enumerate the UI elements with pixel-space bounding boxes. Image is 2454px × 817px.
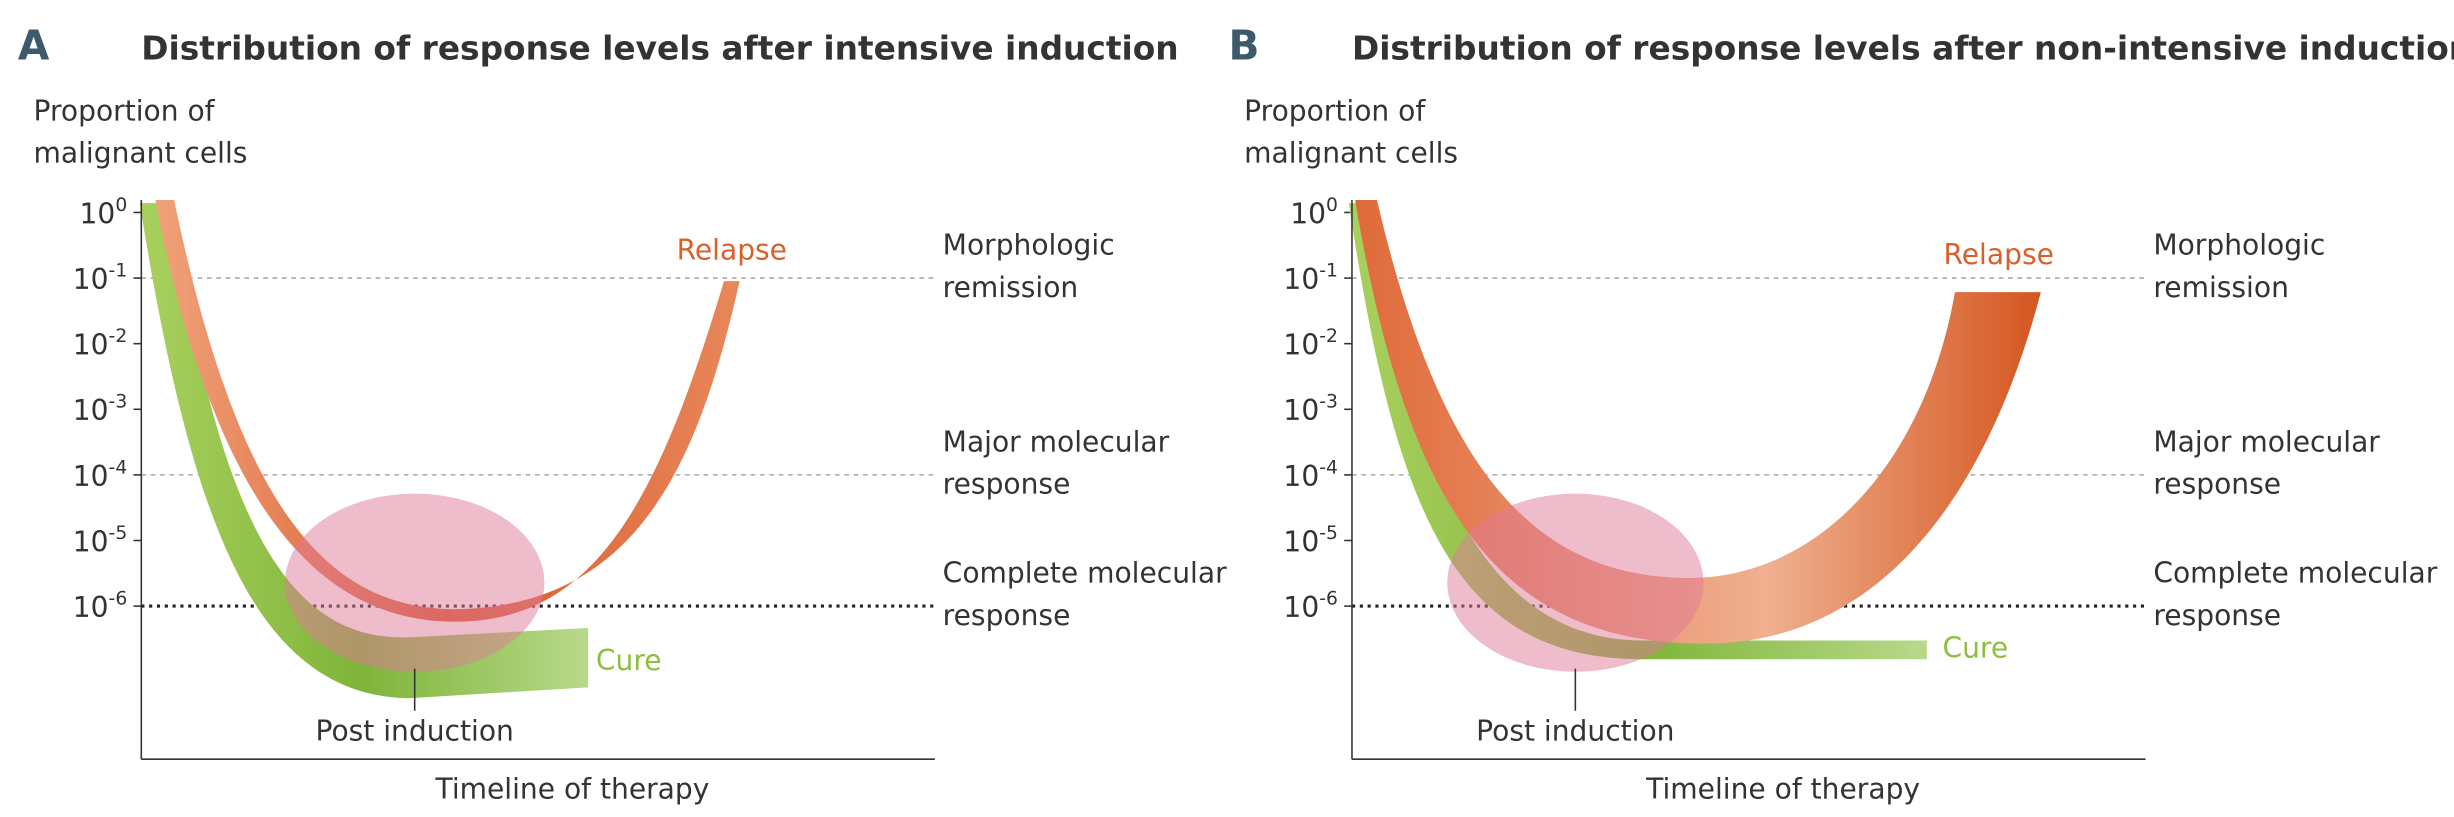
y-axis-label: malignant cells xyxy=(1244,136,1458,169)
threshold-label: Morphologic xyxy=(943,229,1115,262)
tick-base: 10 xyxy=(1283,263,1319,296)
y-tick-label: 10-1 xyxy=(1283,260,1337,295)
tick-base: 10 xyxy=(1283,329,1319,362)
tick-exp: -4 xyxy=(1319,457,1338,478)
tick-base: 10 xyxy=(73,591,109,624)
threshold-label: Complete molecular xyxy=(2153,557,2437,590)
threshold-label: remission xyxy=(943,271,1079,304)
cure-band xyxy=(139,203,589,699)
tick-exp: -2 xyxy=(1319,326,1338,347)
y-tick-label: 10-1 xyxy=(73,260,127,295)
threshold-label: Complete molecular xyxy=(943,557,1227,590)
threshold-label: Major molecular xyxy=(2153,425,2380,458)
tick-exp: 0 xyxy=(1326,195,1338,216)
relapse-label: Relapse xyxy=(677,233,787,266)
threshold-label: remission xyxy=(2153,271,2289,304)
y-tick-label: 10-2 xyxy=(73,326,127,361)
tick-exp: -3 xyxy=(1319,392,1338,413)
tick-exp: -1 xyxy=(109,260,128,281)
post-induction-label: Post induction xyxy=(1476,714,1674,747)
threshold-label: response xyxy=(2153,599,2281,632)
tick-exp: -4 xyxy=(109,457,128,478)
y-tick-label: 10-6 xyxy=(1283,589,1337,624)
tick-base: 10 xyxy=(1290,197,1326,230)
x-axis-label: Timeline of therapy xyxy=(1645,772,1920,805)
panel-title: Distribution of response levels after in… xyxy=(141,29,1178,67)
threshold-label: response xyxy=(943,599,1071,632)
y-tick-label: 100 xyxy=(80,195,128,230)
y-tick-label: 10-3 xyxy=(1283,392,1337,427)
tick-base: 10 xyxy=(73,263,109,296)
y-tick-label: 10-6 xyxy=(73,589,127,624)
x-axis-label: Timeline of therapy xyxy=(435,772,710,805)
cure-label: Cure xyxy=(1942,632,2008,665)
y-tick-label: 10-5 xyxy=(73,523,127,558)
threshold-label: Major molecular xyxy=(943,425,1170,458)
threshold-label: Morphologic xyxy=(2153,229,2325,262)
tick-base: 10 xyxy=(73,394,109,427)
tick-exp: -5 xyxy=(1319,523,1338,544)
tick-exp: -1 xyxy=(1319,260,1338,281)
post-induction-label: Post induction xyxy=(316,714,514,747)
tick-base: 10 xyxy=(1283,591,1319,624)
tick-exp: -3 xyxy=(109,392,128,413)
tick-exp: -6 xyxy=(109,589,128,610)
tick-base: 10 xyxy=(80,197,116,230)
post-induction-region xyxy=(285,493,545,672)
threshold-label: response xyxy=(2153,468,2281,501)
tick-base: 10 xyxy=(73,525,109,558)
tick-exp: -5 xyxy=(109,523,128,544)
y-tick-label: 10-4 xyxy=(1283,457,1337,492)
y-tick-label: 10-3 xyxy=(73,392,127,427)
panel-title: Distribution of response levels after no… xyxy=(1352,29,2454,67)
tick-base: 10 xyxy=(73,460,109,493)
threshold-label: response xyxy=(943,468,1071,501)
post-induction-region xyxy=(1447,493,1704,672)
tick-base: 10 xyxy=(1283,525,1319,558)
tick-exp: -6 xyxy=(1319,589,1338,610)
tick-base: 10 xyxy=(73,329,109,362)
y-tick-label: 100 xyxy=(1290,195,1338,230)
y-axis-label: malignant cells xyxy=(34,136,248,169)
tick-exp: 0 xyxy=(115,195,127,216)
panel-letter: B xyxy=(1229,21,1260,69)
tick-exp: -2 xyxy=(109,326,128,347)
tick-base: 10 xyxy=(1283,394,1319,427)
panel-letter: A xyxy=(18,21,50,69)
relapse-label: Relapse xyxy=(1944,238,2054,271)
y-axis-label: Proportion of xyxy=(1244,94,1426,127)
y-tick-label: 10-4 xyxy=(73,457,127,492)
y-tick-label: 10-5 xyxy=(1283,523,1337,558)
cure-label: Cure xyxy=(596,644,662,677)
y-axis-label: Proportion of xyxy=(34,94,216,127)
y-tick-label: 10-2 xyxy=(1283,326,1337,361)
tick-base: 10 xyxy=(1283,460,1319,493)
